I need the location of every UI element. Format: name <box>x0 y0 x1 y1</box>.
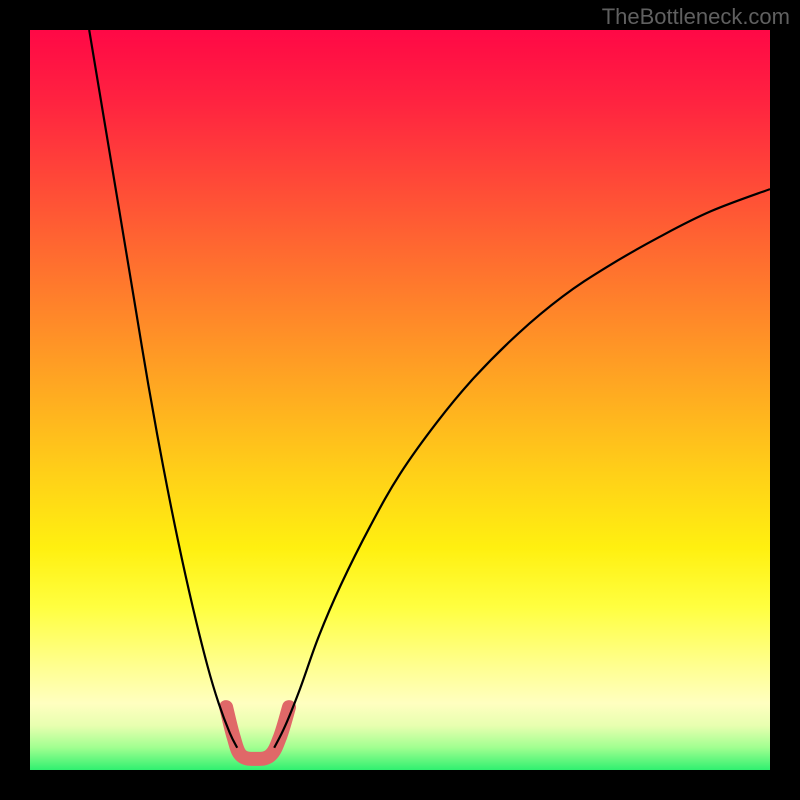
chart-curves <box>30 30 770 770</box>
curve-right-branch <box>274 189 770 748</box>
valley-highlight <box>226 707 289 759</box>
plot-area <box>30 30 770 770</box>
watermark-text: TheBottleneck.com <box>602 4 790 30</box>
curve-left-branch <box>89 30 237 748</box>
